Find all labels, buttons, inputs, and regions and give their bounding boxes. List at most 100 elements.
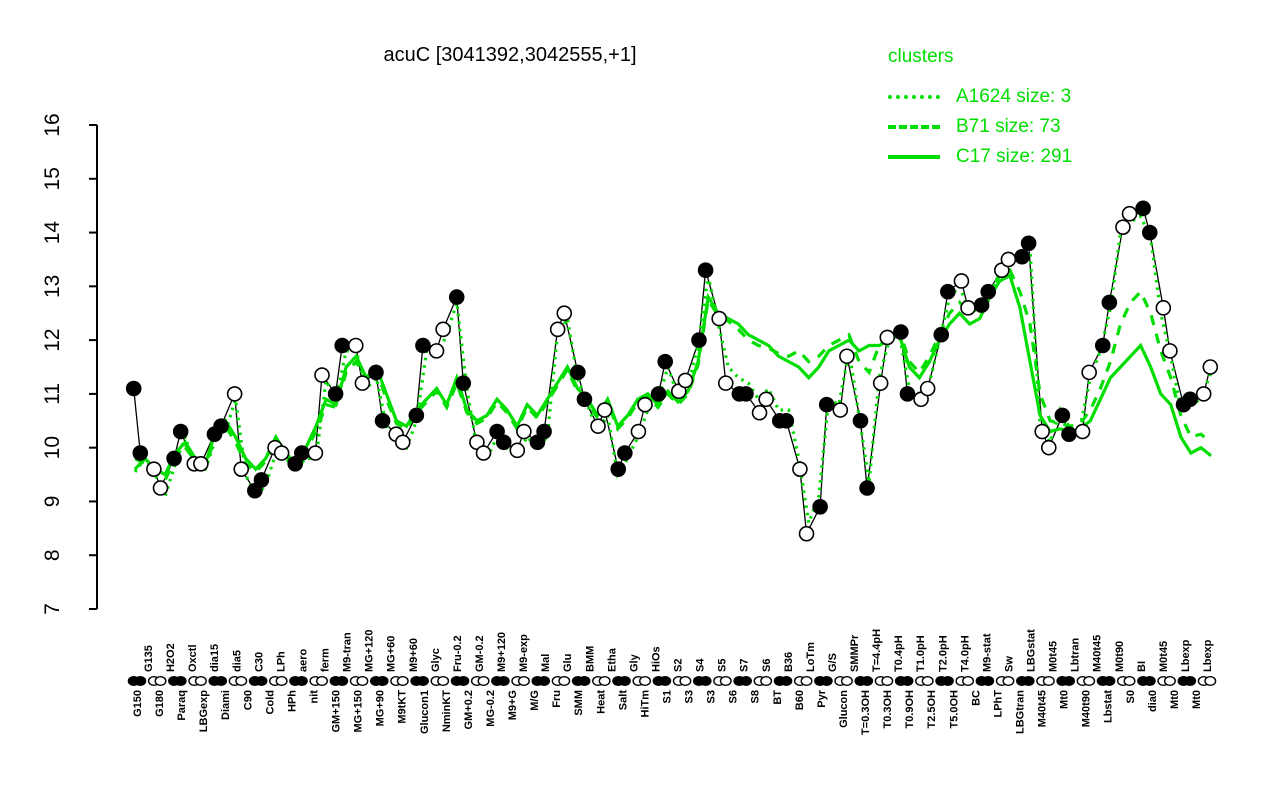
data-point-open [872, 375, 889, 391]
condition-marker [578, 676, 591, 687]
y-axis-tick-label: 16 [41, 113, 64, 136]
x-axis-label: G180 [154, 690, 166, 717]
x-axis-label: MG+90 [375, 690, 387, 726]
x-axis-label: T2.0pH [937, 635, 949, 672]
data-point-open [394, 434, 411, 451]
x-axis-label: BC [970, 690, 982, 706]
x-axis-label: M0t90 [1114, 641, 1126, 672]
data-point-filled [1020, 235, 1037, 252]
data-point-open [146, 461, 162, 477]
data-point-open [677, 372, 694, 389]
x-axis-label: G150 [132, 690, 144, 717]
x-axis-label: Sw [1003, 656, 1015, 672]
data-point-open [556, 305, 573, 322]
data-point-filled [899, 386, 916, 402]
data-point-filled [327, 386, 344, 402]
x-axis-label: MG+60 [386, 636, 398, 672]
legend: clusters A1624 size: 3 B71 size: 73 C17 … [888, 46, 1072, 172]
chart-title-text: acuC [3041392,3042555,+1] [383, 44, 637, 66]
data-point-filled [617, 445, 633, 461]
y-axis-tick-label: 14 [41, 221, 64, 245]
legend-entry-label: A1624 size: 3 [956, 86, 1072, 107]
data-point-open [1040, 439, 1057, 456]
condition-marker [1083, 676, 1096, 687]
condition-marker [235, 676, 248, 687]
data-point-filled [1141, 224, 1158, 241]
data-point-open [717, 375, 734, 391]
x-axis-label: G135 [143, 645, 155, 672]
condition-marker [941, 676, 954, 687]
y-axis-tick-label: 8 [41, 549, 64, 561]
condition-marker [1123, 676, 1136, 687]
y-axis-tick-label: 10 [41, 436, 64, 459]
x-axis-label: T0.3OH [882, 690, 894, 729]
x-axis-label: B36 [783, 652, 795, 672]
data-point-filled [893, 324, 909, 340]
condition-marker [336, 676, 349, 687]
x-axis-label: S2 [673, 659, 685, 672]
x-axis-label: Lbexp [1202, 639, 1214, 672]
x-axis-label: S3 [706, 690, 718, 703]
condition-marker [154, 676, 167, 687]
x-axis-label: Glu [562, 654, 574, 672]
x-axis-label: C30 [253, 652, 265, 672]
y-axis-tick-label: 12 [41, 328, 64, 351]
data-point-filled [973, 297, 990, 313]
x-axis-label: Diami [220, 690, 232, 720]
data-point-filled [334, 337, 350, 354]
x-axis-label: M9+60 [408, 638, 420, 672]
data-point-filled [933, 326, 950, 343]
x-axis-label: MG+120 [364, 630, 376, 673]
data-point-filled [132, 445, 149, 461]
data-point-open [193, 455, 209, 472]
condition-marker [295, 676, 308, 687]
y-axis-tick-label: 7 [41, 603, 64, 615]
condition-marker [1204, 676, 1217, 687]
data-point-open [435, 321, 451, 338]
x-axis-label: BT [772, 690, 784, 705]
condition-marker [982, 676, 995, 687]
data-point-open [226, 386, 243, 402]
condition-marker [1002, 676, 1015, 687]
x-axis-label: M0t45 [1158, 641, 1170, 672]
data-point-open [1115, 219, 1131, 235]
condition-marker [1022, 676, 1035, 687]
data-point-open [919, 380, 936, 397]
data-point-open [347, 337, 364, 354]
x-axis-label: M/G [529, 690, 541, 711]
x-axis-label: H2O2 [165, 643, 177, 672]
data-point-filled [374, 412, 391, 429]
condition-marker [598, 676, 611, 687]
x-axis-label: Glucon [838, 690, 850, 728]
x-axis-label: S6 [728, 690, 740, 703]
x-axis-label: Heat [595, 690, 607, 714]
condition-marker [780, 676, 793, 687]
x-axis-label: M9+120 [496, 632, 508, 672]
dotted-line-icon [888, 95, 940, 99]
x-axis-label: M9-exp [518, 634, 530, 672]
data-point-open [475, 445, 492, 461]
x-axis-label: M9+G [507, 690, 519, 720]
condition-marker [639, 676, 652, 687]
data-point-filled [408, 407, 425, 424]
x-axis-label: M40t90 [1081, 690, 1093, 727]
x-axis-label: LBGexp [198, 690, 210, 732]
data-point-filled [253, 472, 270, 488]
data-point-filled [536, 423, 552, 440]
data-point-open [1155, 300, 1172, 316]
data-point-filled [778, 412, 795, 429]
x-axis-label: GM+150 [331, 690, 343, 733]
data-point-open [1081, 364, 1097, 381]
condition-marker [416, 676, 429, 687]
condition-marker [396, 676, 409, 687]
x-axis-label: Glyc [430, 648, 442, 672]
x-axis-label: GM-0.2 [474, 635, 486, 672]
x-axis-label: ferm [320, 648, 332, 672]
x-axis-label: S0 [1125, 690, 1137, 703]
condition-marker [739, 676, 752, 687]
x-axis-label: LBGtran [1014, 690, 1026, 734]
data-point-filled [738, 386, 754, 402]
y-axis-tick-label: 15 [41, 167, 64, 190]
x-axis-label: B60 [794, 690, 806, 710]
